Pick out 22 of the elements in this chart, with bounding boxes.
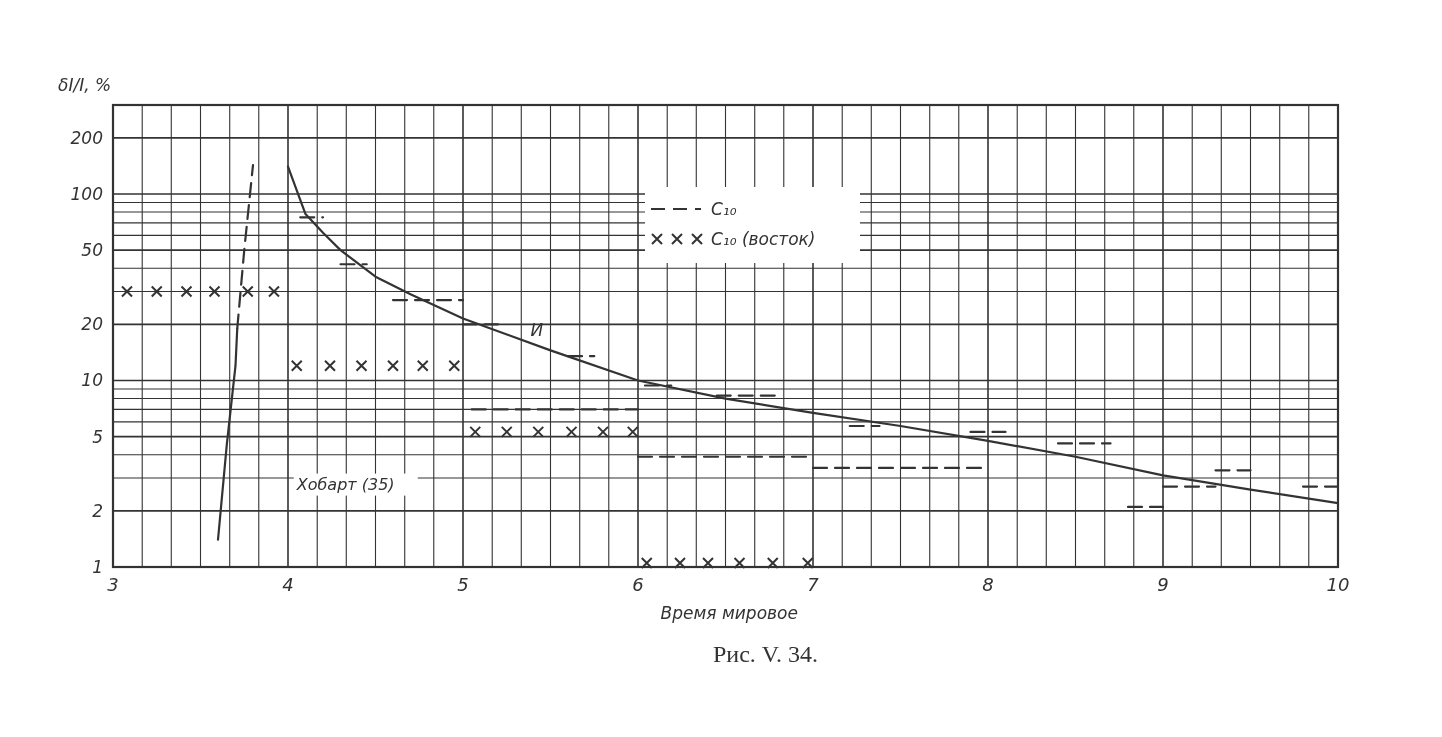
y-tick-label: 5 bbox=[92, 426, 103, 447]
annotation: Хобарт (35) bbox=[295, 474, 395, 494]
y-tick-label: 20 bbox=[81, 314, 103, 335]
x-tick-label: 6 bbox=[632, 574, 644, 595]
x-tick-label: 10 bbox=[1326, 574, 1350, 595]
y-tick-label: 50 bbox=[81, 240, 103, 261]
x-tick-label: 7 bbox=[807, 574, 820, 595]
x-tick-label: 3 bbox=[107, 574, 119, 595]
y-axis-title: δI/I, % bbox=[58, 75, 112, 95]
text: Рис. V. 34. bbox=[712, 641, 819, 667]
legend-label: C₁₀ bbox=[711, 199, 737, 219]
x-axis-title: Время мировое bbox=[660, 603, 798, 623]
x-tick-label: 9 bbox=[1157, 574, 1169, 595]
y-tick-label: 100 bbox=[70, 183, 103, 204]
y-tick-label: 2 bbox=[92, 500, 103, 521]
x-tick-label: 5 bbox=[457, 574, 469, 595]
x-tick-label: 8 bbox=[982, 574, 994, 595]
y-tick-label: 200 bbox=[70, 127, 103, 148]
legend-label: C₁₀ (восток) bbox=[711, 229, 816, 249]
x-tick-label: 4 bbox=[282, 574, 294, 595]
y-tick-label: 10 bbox=[81, 370, 103, 391]
y-tick-label: 1 bbox=[92, 557, 103, 577]
